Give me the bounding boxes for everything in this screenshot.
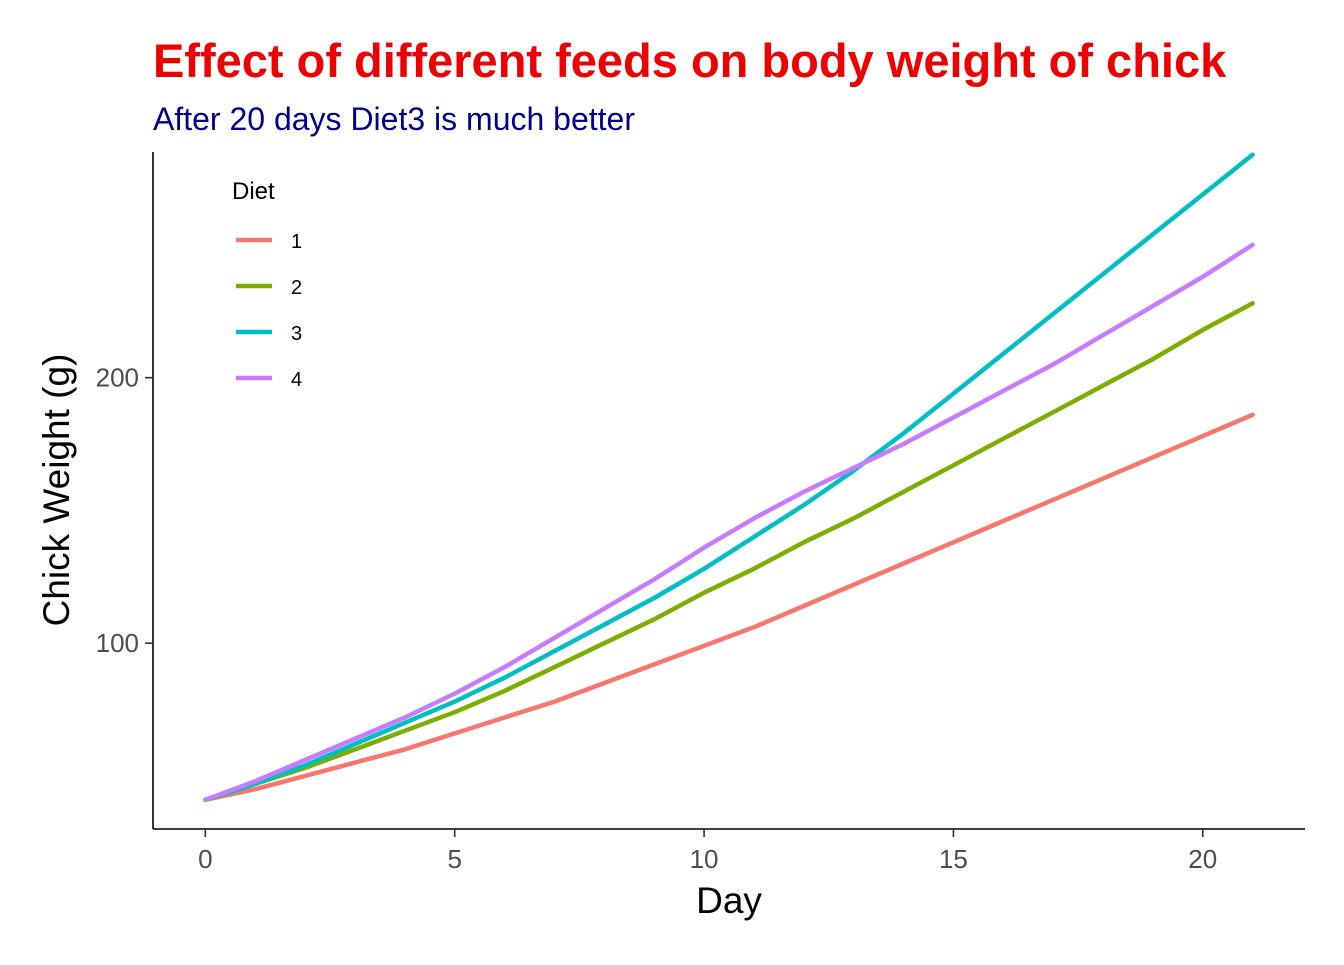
- series-line-diet-2: [203, 301, 1255, 803]
- series-layer: [203, 152, 1255, 803]
- series-line-diet-3: [203, 152, 1255, 803]
- x-axis-ticks: 0 5 10 15 20: [198, 829, 1217, 874]
- legend-label-diet-3: 3: [291, 323, 302, 345]
- y-axis-title: Chick Weight (g): [36, 354, 77, 627]
- x-tick-label: 0: [198, 844, 212, 874]
- x-axis-title: Day: [696, 880, 762, 921]
- chart-subtitle: After 20 days Diet3 is much better: [153, 101, 635, 137]
- y-axis-ticks: 100 200: [96, 363, 153, 658]
- x-tick-label: 5: [447, 844, 461, 874]
- legend-title: Diet: [232, 178, 275, 205]
- x-tick-label: 10: [690, 844, 719, 874]
- plot-area: 0 5 10 15 20 100 200: [96, 152, 1305, 874]
- legend-label-diet-1: 1: [291, 231, 302, 253]
- y-tick-label: 100: [96, 628, 139, 658]
- y-tick-label: 200: [96, 363, 139, 393]
- legend-label-diet-4: 4: [291, 369, 302, 391]
- legend: Diet 1 2 3 4: [232, 178, 302, 391]
- series-line-diet-1: [203, 412, 1255, 803]
- series-line-diet-4: [203, 242, 1255, 803]
- legend-items: 1 2 3 4: [236, 231, 302, 391]
- x-tick-label: 20: [1188, 844, 1217, 874]
- x-tick-label: 15: [939, 844, 968, 874]
- chart-title: Effect of different feeds on body weight…: [153, 34, 1227, 87]
- legend-label-diet-2: 2: [291, 277, 302, 299]
